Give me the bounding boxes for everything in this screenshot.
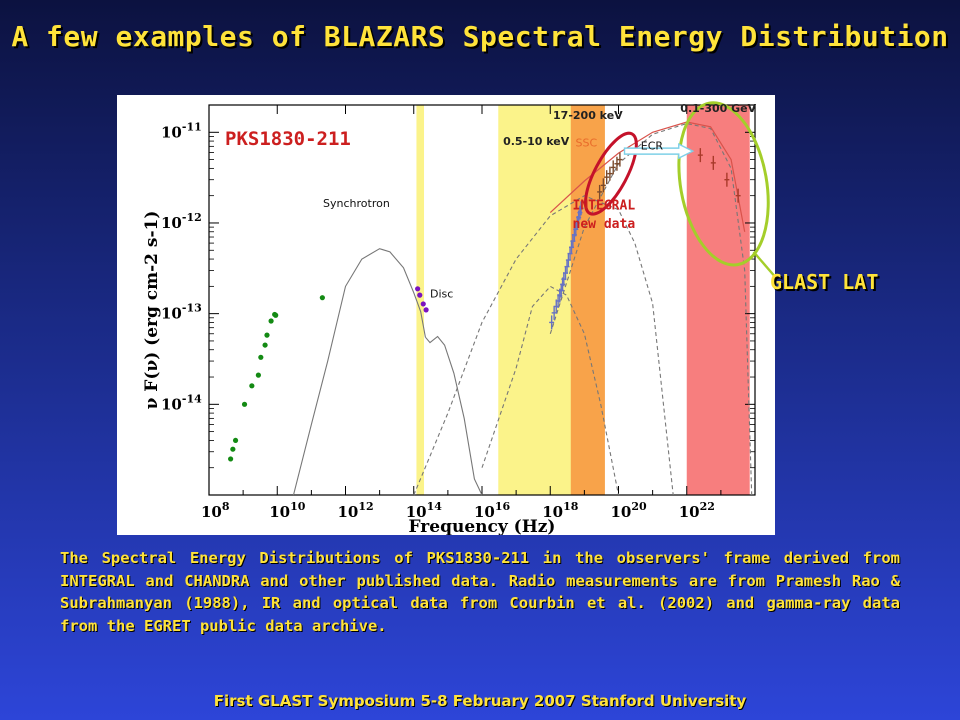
model-curves: [292, 121, 753, 496]
plot-border: [208, 104, 756, 496]
data-point-ir-optical: [423, 307, 429, 313]
x-tick-label: 1010: [269, 500, 306, 521]
data-point-radio: [258, 354, 264, 360]
data-point-x-ray: [578, 201, 584, 216]
band-0-1-300-gev: [686, 105, 750, 495]
annotation-new-data: new data: [573, 217, 636, 232]
data-point-radio: [249, 383, 255, 389]
data-point-ir-optical: [420, 301, 426, 307]
data-point-egret: [735, 188, 741, 203]
x-tick-label: 1014: [406, 500, 443, 521]
model-curve-bremsstrahlung: [481, 285, 620, 496]
data-point-integral: [604, 170, 610, 185]
data-point-integral: [617, 152, 623, 167]
data-points: [228, 148, 741, 462]
slide-title: A few examples of BLAZARS Spectral Energ…: [11, 20, 949, 53]
data-point-radio: [319, 295, 325, 301]
data-point-integral: [600, 178, 606, 193]
data-point-integral: [614, 156, 620, 171]
annotation-synchrotron: Synchrotron: [323, 197, 390, 210]
data-point-ir-optical: [415, 286, 421, 292]
data-point-ir-optical: [417, 292, 423, 298]
data-point-radio: [230, 446, 236, 452]
source-name-label: PKS1830-211: [225, 128, 351, 150]
data-point-radio: [241, 401, 248, 407]
label-layer: 0.5-10 keV 17-200 keV 0.1-300 GeV PKS1830-2…: [225, 102, 757, 301]
glast-ellipse: [677, 101, 770, 267]
annotation-ecr: ECR: [641, 139, 664, 152]
data-point-egret: [710, 155, 716, 170]
band-layer: [416, 105, 750, 495]
data-point-radio: [255, 372, 261, 378]
data-point-radio: [228, 456, 234, 462]
x-tick-label: 1018: [542, 500, 579, 521]
band-17-200-kev: [570, 105, 605, 495]
model-curve-ecr: [549, 122, 753, 496]
x-tick-label: 1022: [679, 500, 715, 521]
data-point-egret: [724, 172, 730, 187]
annotation-integral: INTEGRAL: [573, 199, 636, 214]
x-tick-label: 1012: [338, 500, 374, 521]
sed-chart: 108 1010 1012 1014 1016 1018 1020 1022 10-14 10-1…: [142, 101, 775, 535]
plot-frame: 108 1010 1012 1014 1016 1018 1020 1022 10-14 10-1…: [142, 104, 756, 535]
figure-caption: The Spectral Energy Distributions of PKS…: [60, 549, 900, 635]
model-curve-ssc: [413, 195, 674, 496]
data-point-x-ray: [549, 315, 555, 330]
data-point-integral: [607, 166, 613, 181]
x-tick-label: 1016: [474, 500, 511, 521]
data-point-radio: [262, 342, 268, 348]
data-point-radio: [273, 312, 279, 318]
integral-ellipse: [584, 131, 638, 216]
sed-figure: 108 1010 1012 1014 1016 1018 1020 1022 10-14 10-1…: [117, 95, 775, 535]
y-tick-label: 10-14: [161, 392, 202, 413]
data-point-radio: [232, 437, 239, 444]
data-point-egret: [697, 148, 703, 163]
y-tick-label: 10-13: [161, 302, 202, 323]
glast-lat-label: GLAST LAT: [770, 270, 879, 294]
data-point-integral: [610, 160, 616, 175]
model-curve-synchrotron: [292, 248, 426, 496]
data-point-radio: [268, 318, 274, 324]
model-curve-total: [549, 121, 746, 232]
data-point-radio: [264, 332, 270, 338]
annotation-disc: Disc: [430, 288, 453, 301]
annotation-ssc: SSC: [576, 136, 598, 149]
footer-text: First GLAST Symposium 5-8 February 2007 …: [213, 692, 747, 710]
x-tick-label: 108: [201, 500, 230, 521]
y-tick-label: 10-12: [161, 211, 202, 232]
glast-pointer-line: [752, 251, 775, 279]
band-label-0-5-10-kev: 0.5-10 keV: [503, 135, 570, 148]
band-0-5-10-kev: [498, 105, 575, 495]
data-point-integral: [597, 184, 603, 199]
y-axis-label: ν F(ν) (erg cm-2 s-1): [142, 211, 162, 410]
band-label-17-200-kev: 17-200 keV: [553, 109, 623, 122]
optical-band: [416, 105, 425, 495]
band-label-0-1-300-gev: 0.1-300 GeV: [680, 102, 756, 115]
overlay-layer: [584, 101, 775, 279]
model-curve-disc: [424, 335, 483, 496]
arrow-ecr-to-glast: [623, 142, 695, 160]
y-tick-label: 10-11: [161, 120, 202, 141]
x-tick-label: 1020: [611, 500, 648, 521]
x-axis-label: Frequency (Hz): [409, 517, 556, 535]
